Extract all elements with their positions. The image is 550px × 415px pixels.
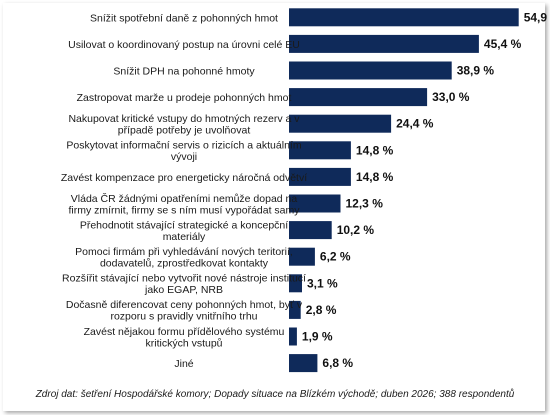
value-label-13: 1,9 % <box>302 330 333 344</box>
bar-14 <box>289 354 318 373</box>
bar-2 <box>289 34 479 53</box>
value-label-12: 2,8 % <box>306 303 337 317</box>
category-label-13: Zavést nějakou formu přídělového systému… <box>84 326 285 350</box>
category-label-6: Poskytovat informační servis o rizicích … <box>66 140 301 164</box>
bar-10 <box>289 247 315 266</box>
category-label-10: Pomoci firmám při vyhledávání nových ter… <box>75 246 293 270</box>
value-label-14: 6,8 % <box>322 356 353 370</box>
value-label-6: 14,8 % <box>356 143 394 157</box>
value-label-3: 38,9 % <box>457 64 495 78</box>
category-label-9: Přehodnotit stávající strategické a konc… <box>80 219 288 243</box>
category-label-2: Usilovat o koordinovaný postup na úrovni… <box>68 39 300 51</box>
bar-7 <box>289 167 351 186</box>
category-label-1: Snížit spotřební daně z pohonných hmot <box>90 12 278 24</box>
bar-8 <box>289 194 341 213</box>
value-label-4: 33,0 % <box>432 90 470 104</box>
value-label-1: 54,9 % <box>524 10 550 24</box>
category-label-11: Rozšířit stávající nebo vytvořit nové ná… <box>62 273 306 297</box>
value-label-2: 45,4 % <box>484 37 522 51</box>
category-label-14: Jiné <box>174 358 193 370</box>
source-note: Zdroj dat: šetření Hospodářské komory; D… <box>35 389 515 400</box>
category-label-4: Zastropovat marže u prodeje pohonných hm… <box>77 92 292 104</box>
value-label-7: 14,8 % <box>356 170 394 184</box>
bar-4 <box>289 88 428 107</box>
category-label-8: Vláda ČR žádnými opatřeními nemůže dopad… <box>68 192 300 217</box>
bar-1 <box>289 8 519 27</box>
category-label-7: Zavést kompenzace pro energeticky náročn… <box>61 172 307 184</box>
bar-5 <box>289 114 392 133</box>
value-label-8: 12,3 % <box>346 197 384 211</box>
bar-6 <box>289 141 351 160</box>
bar-13 <box>289 327 297 346</box>
category-label-3: Snížit DPH na pohonné hmoty <box>113 66 255 78</box>
value-label-9: 10,2 % <box>337 223 375 237</box>
category-label-5: Nakupovat kritické vstupy do hmotných re… <box>68 113 300 136</box>
value-label-11: 3,1 % <box>307 276 338 290</box>
value-label-10: 6,2 % <box>320 250 351 264</box>
bar-9 <box>289 221 332 240</box>
category-label-12: Dočasně diferencovat ceny pohonných hmot… <box>66 299 303 323</box>
bar-3 <box>289 61 452 80</box>
value-label-5: 24,4 % <box>396 117 434 131</box>
chart-frame <box>3 3 545 411</box>
bar-12 <box>289 300 301 319</box>
bar-11 <box>289 274 302 293</box>
